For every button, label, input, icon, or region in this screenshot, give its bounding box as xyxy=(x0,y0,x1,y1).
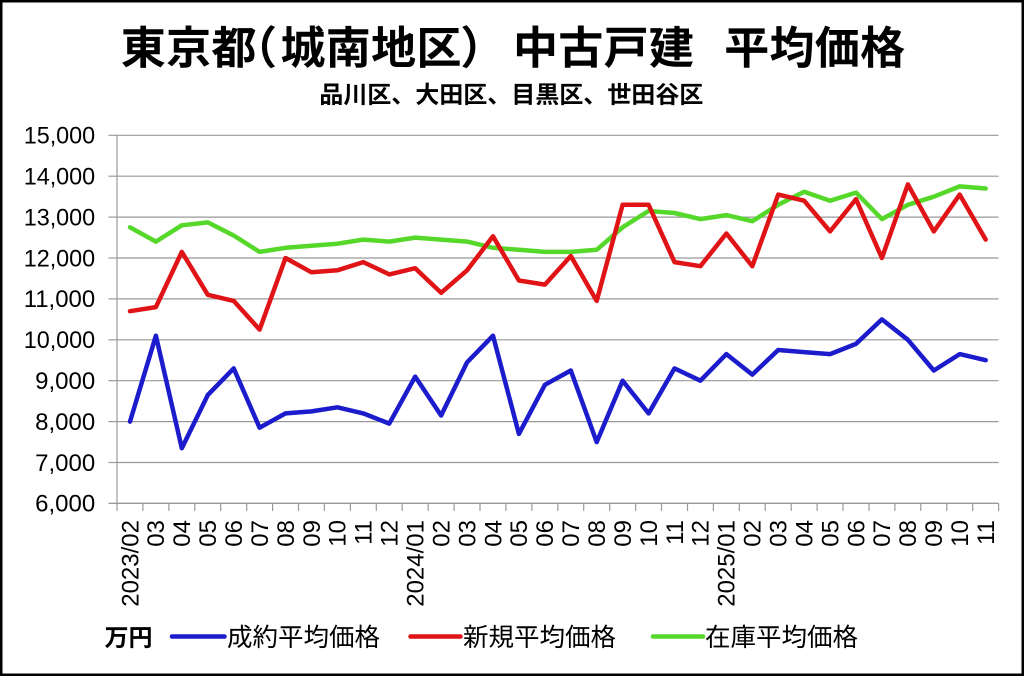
svg-text:11,000: 11,000 xyxy=(24,286,96,313)
svg-text:06: 06 xyxy=(532,520,559,547)
svg-text:10: 10 xyxy=(325,520,352,547)
svg-text:04: 04 xyxy=(791,520,818,547)
svg-text:10: 10 xyxy=(947,520,974,547)
svg-text:06: 06 xyxy=(221,520,248,547)
svg-text:2025/01: 2025/01 xyxy=(714,520,741,607)
svg-text:08: 08 xyxy=(273,520,300,547)
svg-text:11: 11 xyxy=(351,520,378,545)
svg-text:12,000: 12,000 xyxy=(24,245,96,272)
svg-text:09: 09 xyxy=(610,520,637,547)
svg-text:10: 10 xyxy=(636,520,663,547)
svg-text:03: 03 xyxy=(143,520,170,547)
svg-text:09: 09 xyxy=(921,520,948,547)
svg-text:04: 04 xyxy=(480,520,507,547)
svg-text:06: 06 xyxy=(843,520,870,547)
svg-text:11: 11 xyxy=(662,520,689,545)
svg-text:05: 05 xyxy=(506,520,533,547)
svg-text:7,000: 7,000 xyxy=(35,450,95,477)
svg-text:07: 07 xyxy=(558,520,585,547)
svg-text:10,000: 10,000 xyxy=(24,327,96,354)
svg-text:03: 03 xyxy=(454,520,481,547)
svg-text:12: 12 xyxy=(688,520,715,547)
svg-text:05: 05 xyxy=(817,520,844,547)
svg-text:9,000: 9,000 xyxy=(35,368,95,395)
svg-text:8,000: 8,000 xyxy=(35,409,95,436)
svg-text:15,000: 15,000 xyxy=(24,123,96,150)
svg-text:2023/02: 2023/02 xyxy=(117,520,144,607)
svg-text:09: 09 xyxy=(299,520,326,547)
svg-text:05: 05 xyxy=(195,520,222,547)
svg-text:12: 12 xyxy=(377,520,404,547)
svg-text:14,000: 14,000 xyxy=(24,164,96,191)
svg-text:03: 03 xyxy=(766,520,793,547)
svg-text:02: 02 xyxy=(740,520,767,547)
svg-text:07: 07 xyxy=(869,520,896,547)
svg-text:04: 04 xyxy=(169,520,196,547)
svg-text:6,000: 6,000 xyxy=(35,491,95,518)
svg-text:13,000: 13,000 xyxy=(24,204,96,231)
svg-text:07: 07 xyxy=(247,520,274,547)
svg-text:08: 08 xyxy=(895,520,922,547)
svg-text:02: 02 xyxy=(428,520,455,547)
svg-text:08: 08 xyxy=(584,520,611,547)
svg-text:2024/01: 2024/01 xyxy=(403,520,430,607)
svg-text:11: 11 xyxy=(973,520,1000,545)
